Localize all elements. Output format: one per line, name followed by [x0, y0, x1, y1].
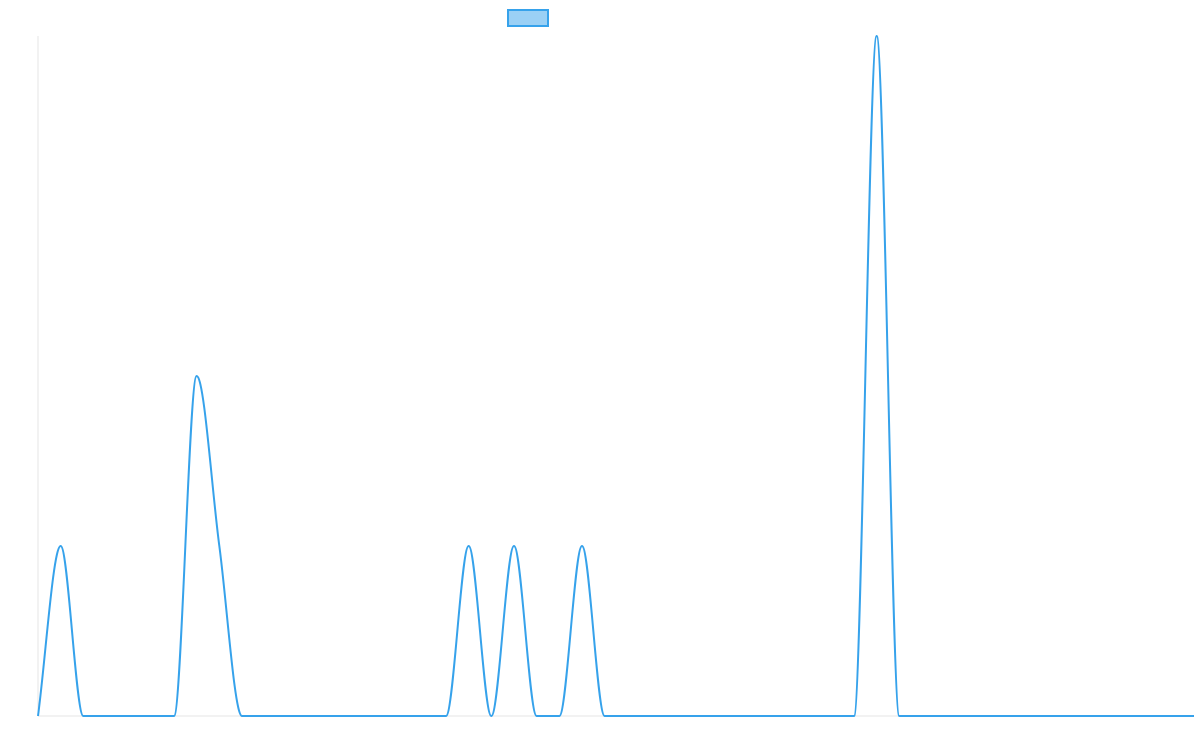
series-line-0: [37, 35, 1194, 717]
series-layer: [37, 35, 1194, 717]
legend-swatch[interactable]: [507, 9, 549, 27]
axes: [37, 36, 1194, 717]
legend[interactable]: [507, 9, 549, 27]
